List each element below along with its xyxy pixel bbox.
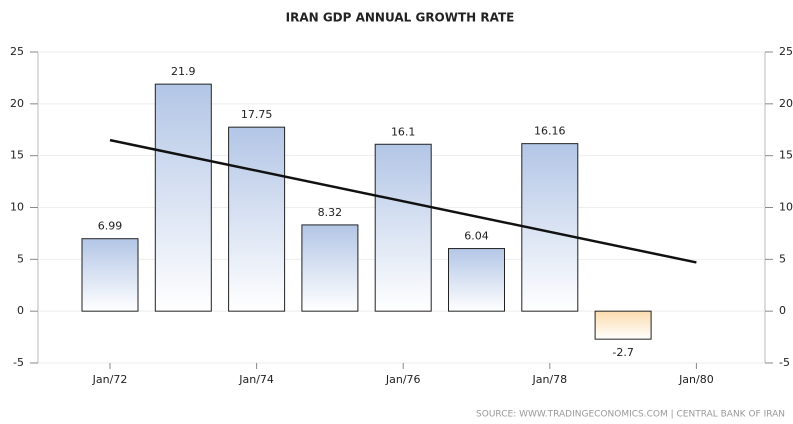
chart-title: IRAN GDP ANNUAL GROWTH RATE (286, 11, 515, 25)
x-tick-label: Jan/72 (92, 373, 128, 386)
y-tick-label: 0 (17, 304, 24, 317)
data-label: 8.32 (318, 206, 343, 219)
x-tick-label: Jan/78 (531, 373, 567, 386)
y2-tick-label: 15 (779, 149, 793, 162)
data-label: 6.04 (464, 230, 489, 243)
bar (81, 238, 139, 312)
y-tick-label: 25 (10, 45, 24, 58)
y2-tick-label: 25 (779, 45, 793, 58)
y-tick-label: 5 (17, 252, 24, 265)
data-label: 6.99 (98, 220, 123, 233)
data-label: 16.16 (534, 125, 566, 138)
bar (594, 310, 652, 340)
data-label: 16.1 (391, 125, 416, 138)
data-label: 17.75 (241, 108, 273, 121)
bar (228, 126, 286, 312)
x-tick-label: Jan/74 (238, 373, 274, 386)
y2-tick-label: 5 (779, 252, 786, 265)
y2-tick-label: 0 (779, 304, 786, 317)
data-label: -2.7 (612, 346, 633, 359)
y2-tick-label: 10 (779, 201, 793, 214)
y-tick-label: 15 (10, 149, 24, 162)
source-note: SOURCE: WWW.TRADINGECONOMICS.COM | CENTR… (476, 410, 785, 420)
y-tick-label: -5 (13, 356, 24, 369)
y2-tick-label: -5 (779, 356, 790, 369)
trend-line (109, 138, 697, 264)
y-tick-label: 10 (10, 201, 24, 214)
x-tick-label: Jan/80 (678, 373, 714, 386)
y-tick-label: 20 (10, 97, 24, 110)
y2-tick-label: 20 (779, 97, 793, 110)
bar (448, 248, 505, 312)
x-tick-label: Jan/76 (385, 373, 421, 386)
data-label: 21.9 (171, 65, 196, 78)
bar (374, 143, 432, 312)
bar (301, 224, 359, 312)
bar (154, 83, 212, 312)
